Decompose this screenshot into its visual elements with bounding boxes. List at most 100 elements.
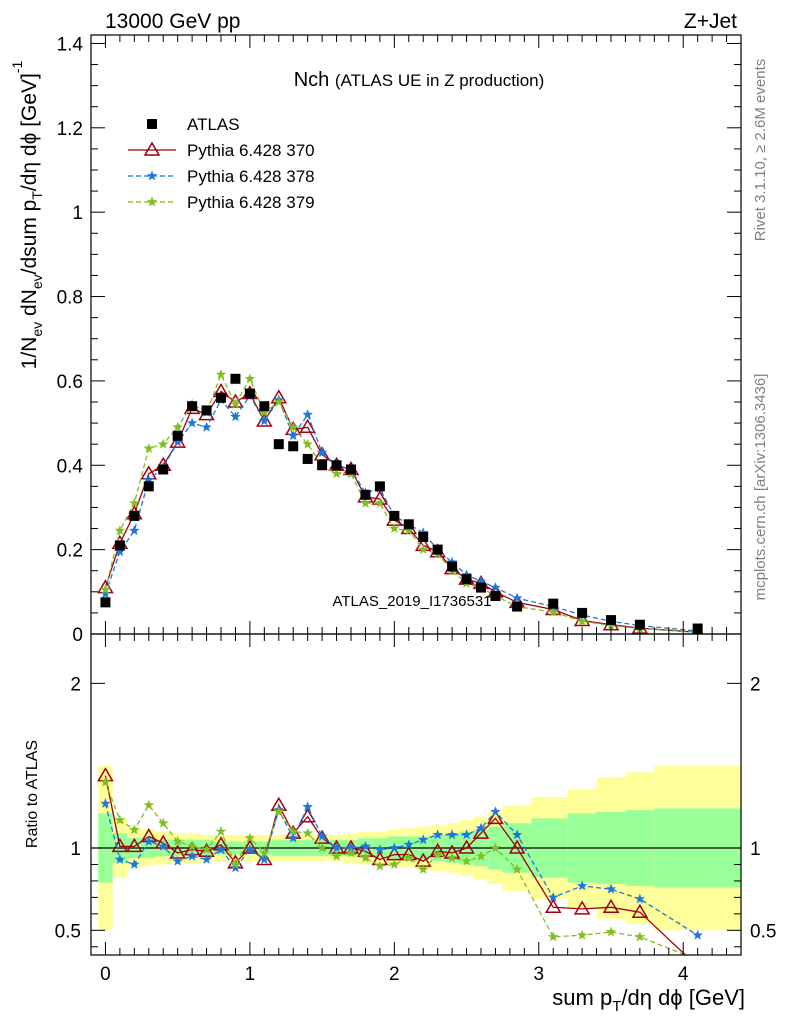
ratio-series-pythia-6-428-379 (100, 776, 698, 955)
data-point (143, 481, 154, 492)
x-tick-label: 4 (678, 964, 689, 985)
data-point (215, 369, 227, 379)
ratio-point (143, 835, 154, 846)
ratio-frame (90, 633, 742, 956)
ratio-point (602, 898, 620, 914)
ratio-point (158, 840, 169, 851)
data-point (447, 561, 458, 572)
ratio-point (458, 839, 475, 854)
ratio-line (104, 775, 687, 955)
ratio-point (241, 839, 259, 854)
data-point (512, 601, 523, 612)
ratio-point (316, 831, 328, 841)
data-point (374, 497, 386, 508)
data-point (100, 584, 111, 595)
ratio-point (126, 837, 143, 853)
ratio-point (172, 855, 183, 866)
x-axis-label-part: /dη dϕ [GeV] (621, 985, 745, 1010)
data-point (143, 442, 154, 453)
ratio-point (548, 931, 559, 942)
data-point (273, 396, 284, 407)
x-axis-label-part: T (612, 998, 621, 1015)
data-point (577, 607, 588, 618)
legend-marker (146, 196, 158, 207)
data-point (244, 373, 256, 384)
data-point (244, 388, 255, 399)
process-label: Z+Jet (684, 10, 737, 33)
y-tick-label: 0.8 (57, 288, 83, 309)
ratio-point (548, 891, 559, 902)
ratio-point (697, 954, 698, 955)
legend-entry: Pythia 6.428 370 (187, 141, 315, 160)
data-point (114, 525, 126, 536)
plot-title-sub: (ATLAS UE in Z production) (335, 71, 544, 90)
data-point (573, 612, 591, 627)
ratio-point (631, 903, 649, 918)
ratio-point (201, 844, 212, 855)
ratio-y-tick-label-right: 0.5 (750, 921, 776, 942)
data-point (331, 460, 342, 471)
ratio-point (475, 822, 487, 833)
ratio-point (172, 835, 183, 846)
y-tick-label: 0.2 (57, 541, 83, 562)
y-tick-label: 0 (72, 625, 83, 646)
ratio-point (316, 842, 328, 853)
data-point (158, 438, 169, 449)
series-line (104, 394, 698, 632)
data-point (634, 619, 645, 630)
ratio-point (389, 842, 400, 853)
ratio-point (576, 880, 588, 891)
ratio-point (511, 829, 523, 840)
ratio-point (691, 960, 705, 972)
ratio-point (143, 799, 154, 810)
ratio-point (508, 839, 526, 854)
data-point (114, 546, 126, 557)
ratio-point (129, 824, 140, 835)
data-point (548, 598, 559, 609)
ratio-point (472, 824, 490, 839)
ratio-point (100, 798, 111, 808)
ratio-point (345, 847, 357, 858)
ratio-point (634, 893, 646, 904)
data-point (331, 468, 342, 479)
ratio-point (432, 849, 443, 859)
data-point (418, 544, 429, 555)
data-point (360, 489, 371, 500)
ratio-point (605, 883, 617, 894)
ratio-point (215, 844, 227, 855)
legend: ATLAS Pythia 6.428 370 Pythia 6.428 378 Pyt… (128, 115, 315, 212)
ratio-point (100, 776, 111, 787)
y-tick-label: 1.4 (57, 34, 84, 55)
data-point (576, 615, 588, 626)
data-point (548, 606, 559, 617)
ratio-point (360, 840, 371, 851)
data-point (432, 544, 443, 555)
ratio-point (634, 931, 646, 942)
y-axis-label-part: /dsum p (18, 200, 41, 275)
x-tick-label: 2 (389, 964, 400, 985)
ratio-point (259, 854, 270, 864)
legend-entry: ATLAS (187, 115, 240, 134)
mcplots-note: mcplots.cern.ch [arXiv:1306.3436] (752, 374, 769, 601)
ratio-point (186, 840, 198, 851)
ratio-point (230, 862, 241, 873)
ratio-point (487, 809, 504, 825)
y-tick-label: 1.2 (57, 119, 83, 140)
series-atlas (100, 373, 703, 634)
legend-marker (143, 141, 161, 156)
x-tick-label: 1 (245, 964, 256, 985)
data-point (273, 439, 284, 450)
ratio-y-tick-label: 2 (70, 674, 81, 695)
y-tick-label: 0.4 (57, 456, 84, 477)
data-point (299, 418, 316, 434)
ratio-y-tick-label: 1 (70, 839, 81, 860)
data-point (259, 415, 270, 426)
data-point (418, 531, 429, 542)
data-point (288, 421, 299, 432)
legend-entry: Pythia 6.428 379 (187, 193, 315, 212)
ratio-point (186, 850, 198, 861)
ratio-point (244, 832, 256, 843)
ratio-point (244, 844, 256, 855)
data-point (316, 447, 328, 458)
ratio-plot-panel: 0 1 2 3 4 0.5 0.5 1 1 2 2 Ratio to ATLAS sum pT/dη d… (24, 633, 776, 1015)
